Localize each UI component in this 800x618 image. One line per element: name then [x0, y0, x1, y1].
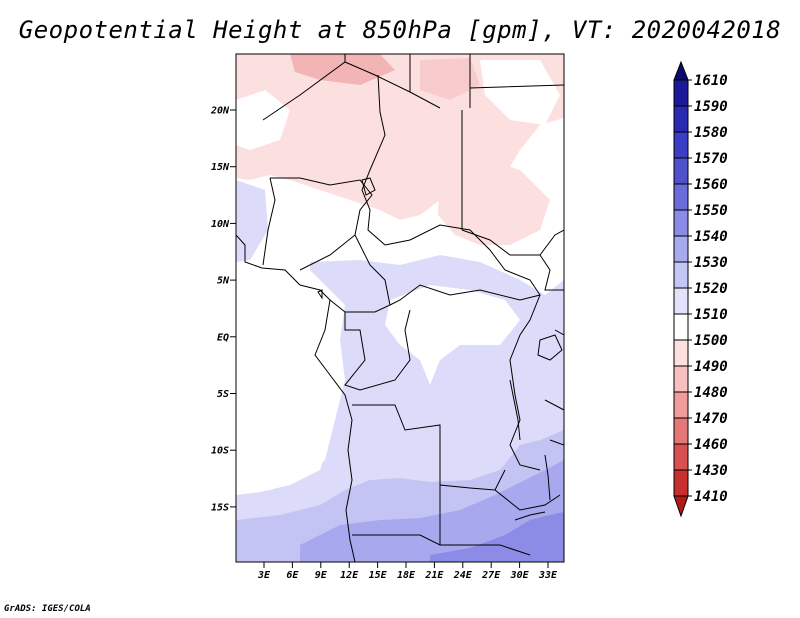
coastline-west [236, 234, 356, 562]
map-field [236, 54, 564, 562]
colorbar-top-arrow [673, 60, 689, 81]
colorbar-box [673, 417, 689, 445]
colorbar-label: 1580 [694, 125, 728, 141]
white-patch-north [480, 60, 560, 125]
colorbar-label: 1520 [694, 281, 728, 297]
lake-tanganyika [509, 379, 521, 441]
border-east [539, 254, 564, 446]
white-patch-congo [385, 285, 520, 385]
colorbar-label: 1610 [694, 73, 728, 89]
lat-tick-label: 5N [217, 276, 230, 287]
lake-victoria [537, 334, 563, 361]
colorbar-box [673, 313, 689, 341]
lat-tick-label: 20N [210, 106, 230, 117]
colorbar-box [673, 391, 689, 419]
colorbar-label: 1530 [694, 255, 728, 271]
lake-zambezi [514, 511, 546, 521]
border-benin [262, 177, 276, 266]
colorbar-label: 1460 [694, 437, 728, 453]
border-drc-angola [352, 404, 506, 491]
pink-mid-north [420, 58, 480, 100]
colorbar-box [673, 365, 689, 393]
border-nigeria [270, 177, 373, 271]
lon-tick-label: 24E [453, 570, 473, 581]
colorbar-label: 1590 [694, 99, 728, 115]
colorbar-label: 1560 [694, 177, 728, 193]
country-borders [236, 54, 564, 562]
lon-tick-label: 15E [369, 570, 388, 581]
colorbar-label: 1550 [694, 203, 728, 219]
colorbar: 1610 1590 1580 1570 1560 1550 1540 1530 1520 1510… [673, 60, 728, 518]
colorbar-label: 1480 [694, 385, 728, 401]
lon-tick-label: 9E [315, 570, 328, 581]
border-drc-congo [344, 309, 411, 391]
colorbar-label: 1570 [694, 151, 728, 167]
pink-region-central [438, 160, 550, 245]
colorbar-box [673, 79, 689, 107]
lat-tick-label: 15N [211, 162, 230, 173]
lat-tick-label: 10S [211, 446, 229, 457]
colorbar-box [673, 183, 689, 211]
lat-tick-label: 15S [211, 502, 229, 513]
map-title: Geopotential Height at 850hPa [gpm], VT:… [18, 16, 782, 44]
lon-tick-label: 30E [510, 570, 530, 581]
map-frame [235, 53, 565, 563]
colorbar-box [673, 105, 689, 133]
lat-tick-label: 5S [217, 389, 229, 400]
border-car [384, 224, 541, 306]
lake-malawi [544, 454, 551, 501]
border-libya [344, 54, 471, 108]
lat-tick-label: 10N [211, 219, 230, 230]
longitude-axis: 3E 6E 9E 12E 15E 18E 21E 24E 27E 30E 33E [257, 562, 558, 581]
colorbar-box [673, 261, 689, 289]
colorbar-box [673, 287, 689, 315]
latitude-axis: 20N 15N 10N 5N EQ 5S 10S 15S [210, 106, 236, 513]
lon-tick-label: 27E [481, 570, 501, 581]
colorbar-bottom-arrow [673, 495, 689, 518]
border-drc-east [509, 294, 541, 471]
lat-tick-label: EQ [217, 332, 229, 343]
blue-region-3 [300, 460, 564, 562]
colorbar-box [673, 209, 689, 237]
colorbar-label: 1510 [694, 307, 728, 323]
colorbar-label: 1430 [694, 463, 728, 479]
colorbar-box [673, 469, 689, 497]
colorbar-label: 1540 [694, 229, 728, 245]
colorbar-label: 1470 [694, 411, 728, 427]
border-zambia [494, 489, 561, 511]
pink-dark-north [290, 54, 395, 85]
island-bioko [317, 289, 323, 300]
colorbar-label: 1410 [694, 489, 728, 505]
lon-tick-label: 6E [286, 570, 299, 581]
border-sudan-south [461, 229, 564, 256]
lon-tick-label: 3E [257, 570, 271, 581]
border-niger-chad [361, 74, 386, 246]
colorbar-label: 1490 [694, 359, 728, 375]
colorbar-box [673, 157, 689, 185]
colorbar-box [673, 339, 689, 367]
colorbar-label: 1500 [694, 333, 728, 349]
colorbar-box [673, 235, 689, 263]
lon-tick-label: 33E [538, 570, 558, 581]
border-chad-sudan [461, 84, 564, 230]
border-algeria-niger [262, 61, 441, 121]
lon-tick-label: 21E [424, 570, 444, 581]
blue-region-4 [430, 512, 564, 562]
lon-tick-label: 12E [340, 570, 359, 581]
lon-tick-label: 18E [397, 570, 416, 581]
lake-chad [361, 177, 376, 196]
white-patch-atlantic [236, 280, 330, 495]
colorbar-box [673, 443, 689, 471]
colorbar-box [673, 131, 689, 159]
footer-credit: GrADS: IGES/COLA [4, 604, 91, 614]
